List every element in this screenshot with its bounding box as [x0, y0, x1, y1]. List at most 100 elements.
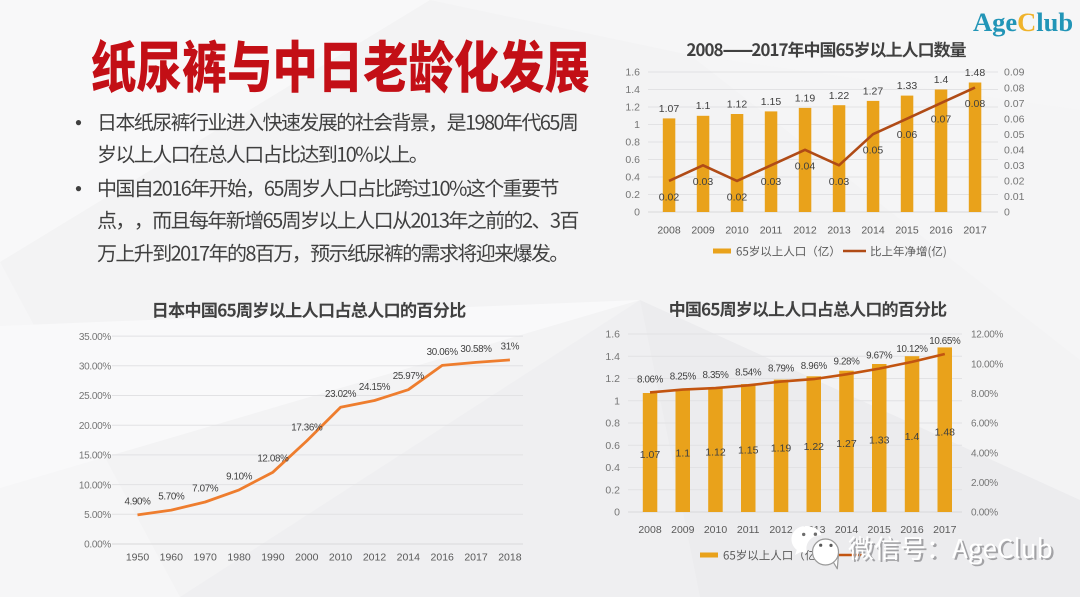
svg-text:23.02%: 23.02%: [325, 389, 357, 400]
svg-text:2012: 2012: [363, 552, 387, 564]
svg-text:2014: 2014: [861, 225, 885, 237]
svg-text:0.03: 0.03: [761, 176, 782, 188]
svg-text:6.00%: 6.00%: [971, 419, 998, 430]
svg-text:0.08: 0.08: [1004, 82, 1025, 94]
svg-text:2008: 2008: [657, 225, 681, 237]
svg-text:0.07: 0.07: [931, 114, 952, 126]
svg-text:2012: 2012: [793, 225, 817, 237]
svg-text:5.70%: 5.70%: [158, 492, 185, 503]
svg-text:1.4: 1.4: [905, 431, 920, 443]
svg-text:0.4: 0.4: [625, 172, 640, 184]
svg-text:2008: 2008: [638, 524, 662, 536]
svg-text:1: 1: [614, 395, 620, 407]
svg-text:2010: 2010: [704, 524, 728, 536]
svg-text:AgeClub: AgeClub: [973, 7, 1073, 37]
svg-text:1.12: 1.12: [727, 99, 748, 111]
svg-text:1.07: 1.07: [659, 103, 680, 115]
svg-text:0.00%: 0.00%: [84, 540, 111, 551]
svg-text:30.00%: 30.00%: [79, 362, 112, 373]
svg-text:12.00%: 12.00%: [971, 330, 1004, 341]
svg-text:20.00%: 20.00%: [79, 421, 112, 432]
svg-text:0.05: 0.05: [1004, 129, 1025, 141]
svg-text:25.97%: 25.97%: [393, 371, 425, 382]
svg-text:1.19: 1.19: [795, 92, 816, 104]
svg-text:8.06%: 8.06%: [637, 374, 664, 385]
svg-text:31%: 31%: [501, 341, 520, 352]
svg-text:9.67%: 9.67%: [866, 351, 893, 362]
svg-text:2017: 2017: [963, 225, 987, 237]
svg-text:1.1: 1.1: [696, 100, 711, 112]
svg-text:1.2: 1.2: [605, 373, 620, 385]
svg-text:0.04: 0.04: [1004, 145, 1025, 157]
svg-text:0.06: 0.06: [897, 129, 918, 141]
svg-text:2017: 2017: [933, 524, 957, 536]
svg-text:0.03: 0.03: [1004, 160, 1025, 172]
svg-text:1.07: 1.07: [640, 449, 661, 461]
svg-text:8.25%: 8.25%: [670, 372, 697, 383]
svg-text:0.2: 0.2: [625, 189, 640, 201]
svg-text:2016: 2016: [900, 524, 924, 536]
svg-text:1.48: 1.48: [935, 426, 956, 438]
svg-text:1.6: 1.6: [625, 67, 640, 79]
svg-text:1970: 1970: [194, 552, 218, 564]
svg-text:10.00%: 10.00%: [79, 480, 112, 491]
svg-text:9.28%: 9.28%: [833, 356, 860, 367]
svg-text:0.6: 0.6: [625, 154, 640, 166]
svg-text:4.00%: 4.00%: [971, 448, 998, 459]
svg-text:4.90%: 4.90%: [124, 496, 151, 507]
svg-text:2016: 2016: [929, 225, 953, 237]
svg-text:0.01: 0.01: [1004, 191, 1025, 203]
svg-text:24.15%: 24.15%: [359, 382, 391, 393]
svg-text:2012: 2012: [769, 524, 793, 536]
svg-text:8.54%: 8.54%: [735, 367, 762, 378]
svg-text:1.4: 1.4: [934, 74, 949, 86]
svg-text:8.96%: 8.96%: [801, 361, 828, 372]
svg-text:0.02: 0.02: [727, 191, 748, 203]
svg-text:0.02: 0.02: [1004, 176, 1025, 188]
svg-text:1.1: 1.1: [675, 448, 690, 460]
svg-text:0.8: 0.8: [605, 418, 620, 430]
svg-text:7.07%: 7.07%: [192, 484, 219, 495]
svg-text:0.07: 0.07: [1004, 98, 1025, 110]
svg-text:1.15: 1.15: [738, 445, 759, 457]
svg-text:2015: 2015: [868, 524, 892, 536]
svg-text:2009: 2009: [671, 524, 695, 536]
svg-text:2010: 2010: [329, 552, 353, 564]
svg-text:25.00%: 25.00%: [79, 391, 112, 402]
svg-text:8.00%: 8.00%: [971, 389, 998, 400]
svg-text:0.06: 0.06: [1004, 113, 1025, 125]
svg-text:2014: 2014: [397, 552, 421, 564]
svg-text:2000: 2000: [295, 552, 319, 564]
svg-text:0: 0: [1004, 207, 1010, 219]
svg-text:1.2: 1.2: [625, 102, 640, 114]
svg-text:1.22: 1.22: [804, 441, 825, 453]
svg-text:0.4: 0.4: [605, 462, 620, 474]
svg-text:0.8: 0.8: [625, 137, 640, 149]
svg-text:0.03: 0.03: [829, 176, 850, 188]
svg-text:1: 1: [634, 119, 640, 131]
svg-text:30.06%: 30.06%: [427, 347, 459, 358]
svg-text:1960: 1960: [160, 552, 184, 564]
svg-text:0.03: 0.03: [693, 176, 714, 188]
svg-text:35.00%: 35.00%: [79, 332, 112, 343]
svg-text:1.33: 1.33: [869, 435, 890, 447]
svg-text:1.27: 1.27: [836, 438, 857, 450]
svg-text:0.6: 0.6: [605, 440, 620, 452]
svg-text:2014: 2014: [835, 524, 859, 536]
svg-text:1.48: 1.48: [965, 67, 986, 79]
svg-text:2011: 2011: [737, 524, 760, 536]
svg-text:2016: 2016: [431, 552, 455, 564]
svg-text:2011: 2011: [760, 225, 783, 237]
svg-text:9.10%: 9.10%: [226, 471, 253, 482]
svg-text:1.12: 1.12: [705, 446, 726, 458]
svg-text:17.36%: 17.36%: [291, 422, 323, 433]
svg-text:8.79%: 8.79%: [768, 364, 795, 375]
svg-text:15.00%: 15.00%: [79, 451, 112, 462]
svg-text:0.05: 0.05: [863, 145, 884, 157]
svg-text:1.6: 1.6: [605, 329, 620, 341]
svg-text:2018: 2018: [498, 552, 522, 564]
svg-text:1.4: 1.4: [605, 351, 620, 363]
svg-text:0.02: 0.02: [659, 191, 680, 203]
svg-text:1.4: 1.4: [625, 84, 640, 96]
svg-text:1.19: 1.19: [771, 443, 792, 455]
